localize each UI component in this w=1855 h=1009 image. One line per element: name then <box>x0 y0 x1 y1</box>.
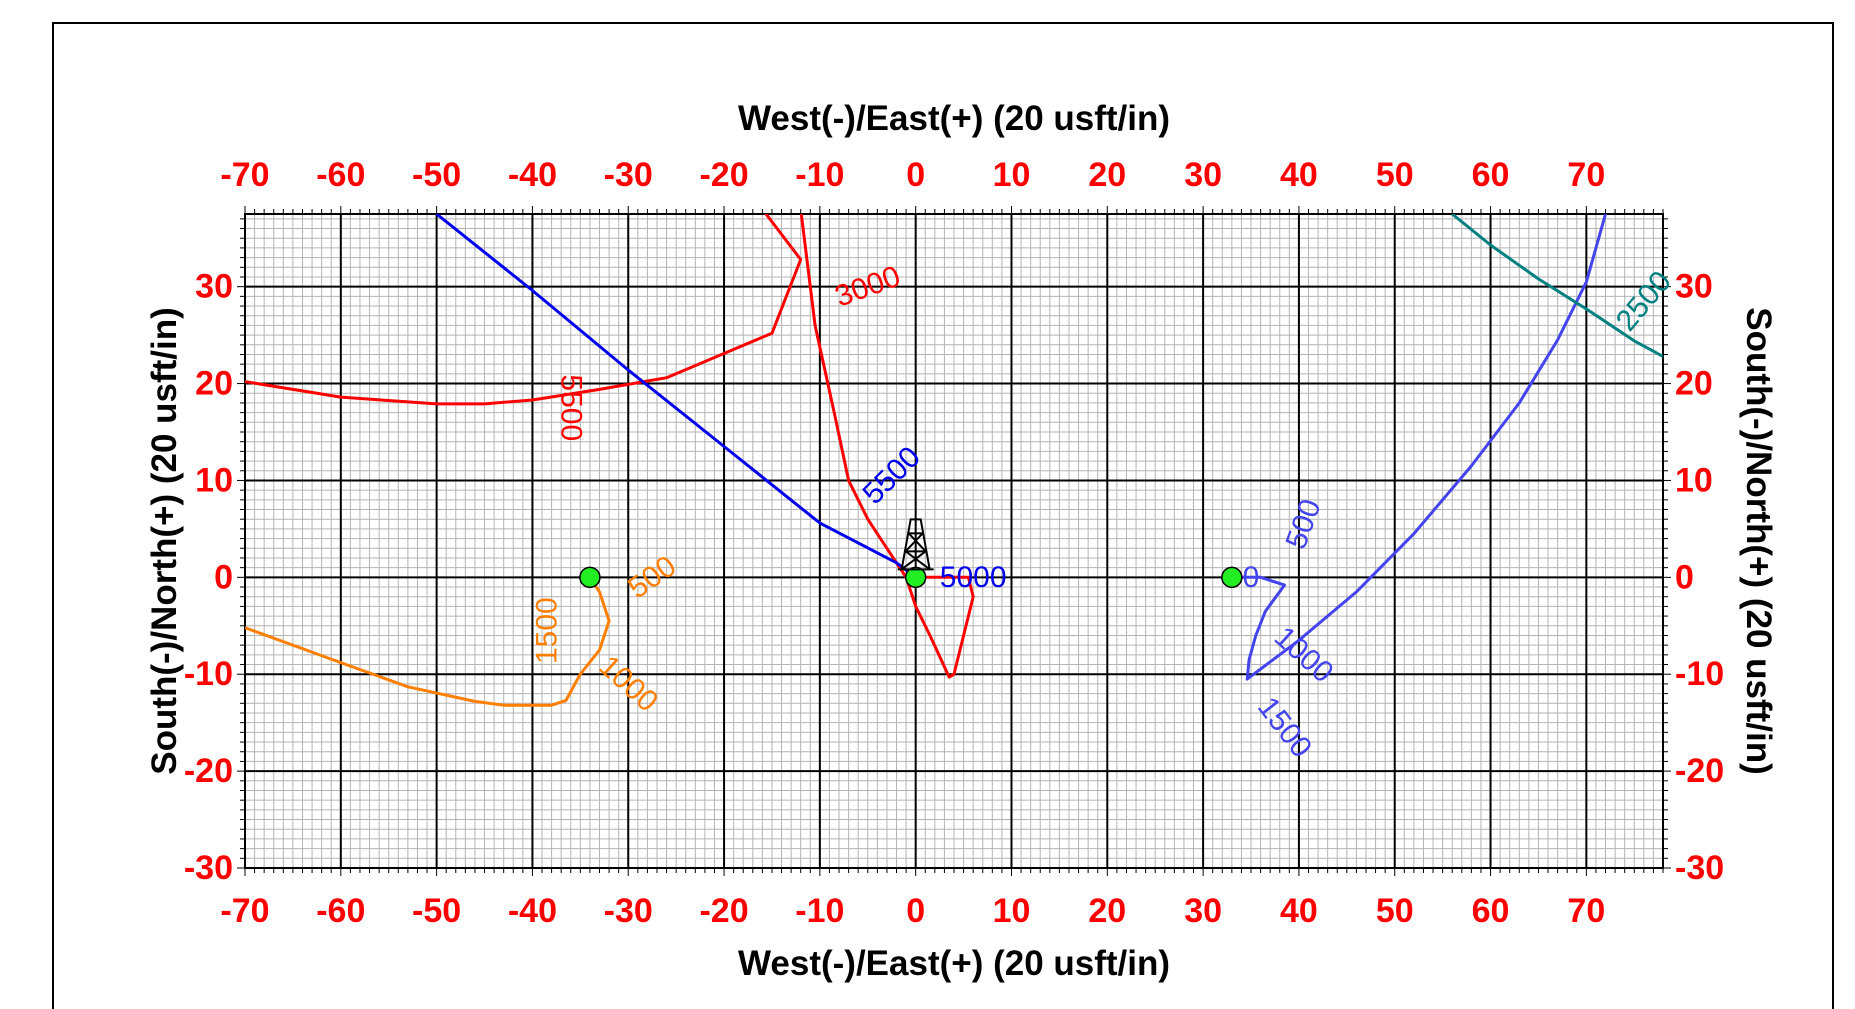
bottom-x-tick-label: -70 <box>220 892 269 930</box>
contour-label: 1500 <box>530 597 563 664</box>
well-marker <box>1221 566 1243 589</box>
contour-label: 0 <box>1243 561 1260 594</box>
series-line-4 <box>1231 214 1607 681</box>
right-y-tick-label: -20 <box>1675 752 1724 790</box>
right-y-tick-label: 20 <box>1675 365 1713 403</box>
top-x-tick-label: 70 <box>1567 156 1605 194</box>
bottom-x-tick-label: 60 <box>1472 892 1510 930</box>
contour-label: 5500 <box>554 374 587 441</box>
series-line-0 <box>245 214 803 406</box>
well-marker <box>904 566 927 589</box>
right-y-tick-label: -10 <box>1675 655 1724 693</box>
series-line-5 <box>1451 214 1663 358</box>
left-y-tick-label: -10 <box>184 655 233 693</box>
right-y-tick-label: 10 <box>1675 461 1713 499</box>
tick-label-layer: -70 -70 -60 -60 -50 -50 -40 -40 -30 -30 -20 -20 -10 -… <box>184 156 1724 930</box>
rig-brace <box>901 550 927 571</box>
bottom-x-tick-label: -30 <box>604 892 653 930</box>
chart-frame <box>52 22 1834 1009</box>
top-x-tick-label: 50 <box>1376 156 1414 194</box>
right-y-tick-label: -30 <box>1675 849 1724 887</box>
bottom-x-tick-label: 10 <box>993 892 1031 930</box>
left-y-tick-label: -20 <box>184 752 233 790</box>
top-x-tick-label: 40 <box>1280 156 1318 194</box>
bottom-x-tick-label: -20 <box>699 892 748 930</box>
top-x-tick-label: -40 <box>508 156 557 194</box>
series-line-1 <box>799 214 975 679</box>
top-x-tick-label: -30 <box>604 156 653 194</box>
bottom-x-tick-label: -60 <box>316 892 365 930</box>
bottom-x-tick-label: 20 <box>1088 892 1126 930</box>
rig-brace <box>904 532 924 553</box>
top-x-tick-label: 20 <box>1088 156 1126 194</box>
series-line-3 <box>245 576 611 707</box>
left-y-tick-label: 30 <box>195 268 233 306</box>
contour-label: 500 <box>1280 495 1328 553</box>
bottom-x-tick-label: 50 <box>1376 892 1414 930</box>
bottom-x-tick-label: 0 <box>906 892 925 930</box>
top-x-tick-label: 60 <box>1472 156 1510 194</box>
drilling-rig-icon <box>897 518 934 571</box>
right-y-tick-label: 30 <box>1675 268 1713 306</box>
bottom-axis-title: West(-)/East(+) (20 usft/in) <box>738 944 1170 983</box>
rig-brace <box>905 550 931 571</box>
bottom-x-tick-label: -40 <box>508 892 557 930</box>
top-x-tick-label: -70 <box>220 156 269 194</box>
right-axis-title: South(-)/North(+) (20 usft/in) <box>1739 307 1778 775</box>
minor-grid <box>244 214 1664 869</box>
contour-label: 5000 <box>940 561 1007 594</box>
well-marker <box>579 566 601 589</box>
bottom-x-tick-label: 40 <box>1280 892 1318 930</box>
top-x-tick-label: 0 <box>906 156 925 194</box>
edge-tick-marks <box>237 206 1671 876</box>
bottom-x-tick-label: 70 <box>1567 892 1605 930</box>
left-y-tick-label: 10 <box>195 461 233 499</box>
left-axis-title: South(-)/North(+) (20 usft/in) <box>145 307 184 775</box>
left-y-tick-label: 20 <box>195 365 233 403</box>
contour-label: 2500 <box>1610 265 1678 337</box>
top-x-tick-label: -10 <box>795 156 844 194</box>
left-y-tick-label: 0 <box>214 558 233 596</box>
rig-derrick <box>900 518 931 570</box>
series-layer <box>245 214 1663 707</box>
top-axis-title: West(-)/East(+) (20 usft/in) <box>738 99 1170 138</box>
rig-brace <box>907 532 927 553</box>
top-x-tick-label: -20 <box>699 156 748 194</box>
right-y-tick-label: 0 <box>1675 558 1694 596</box>
top-x-tick-label: 30 <box>1184 156 1222 194</box>
top-x-tick-label: 10 <box>993 156 1031 194</box>
top-x-tick-label: -60 <box>316 156 365 194</box>
series-line-2 <box>435 214 917 579</box>
marker-layer <box>579 518 1243 589</box>
bottom-x-tick-label: 30 <box>1184 892 1222 930</box>
left-y-tick-label: -30 <box>184 849 233 887</box>
top-x-tick-label: -50 <box>412 156 461 194</box>
bottom-x-tick-label: -50 <box>412 892 461 930</box>
bottom-x-tick-label: -10 <box>795 892 844 930</box>
